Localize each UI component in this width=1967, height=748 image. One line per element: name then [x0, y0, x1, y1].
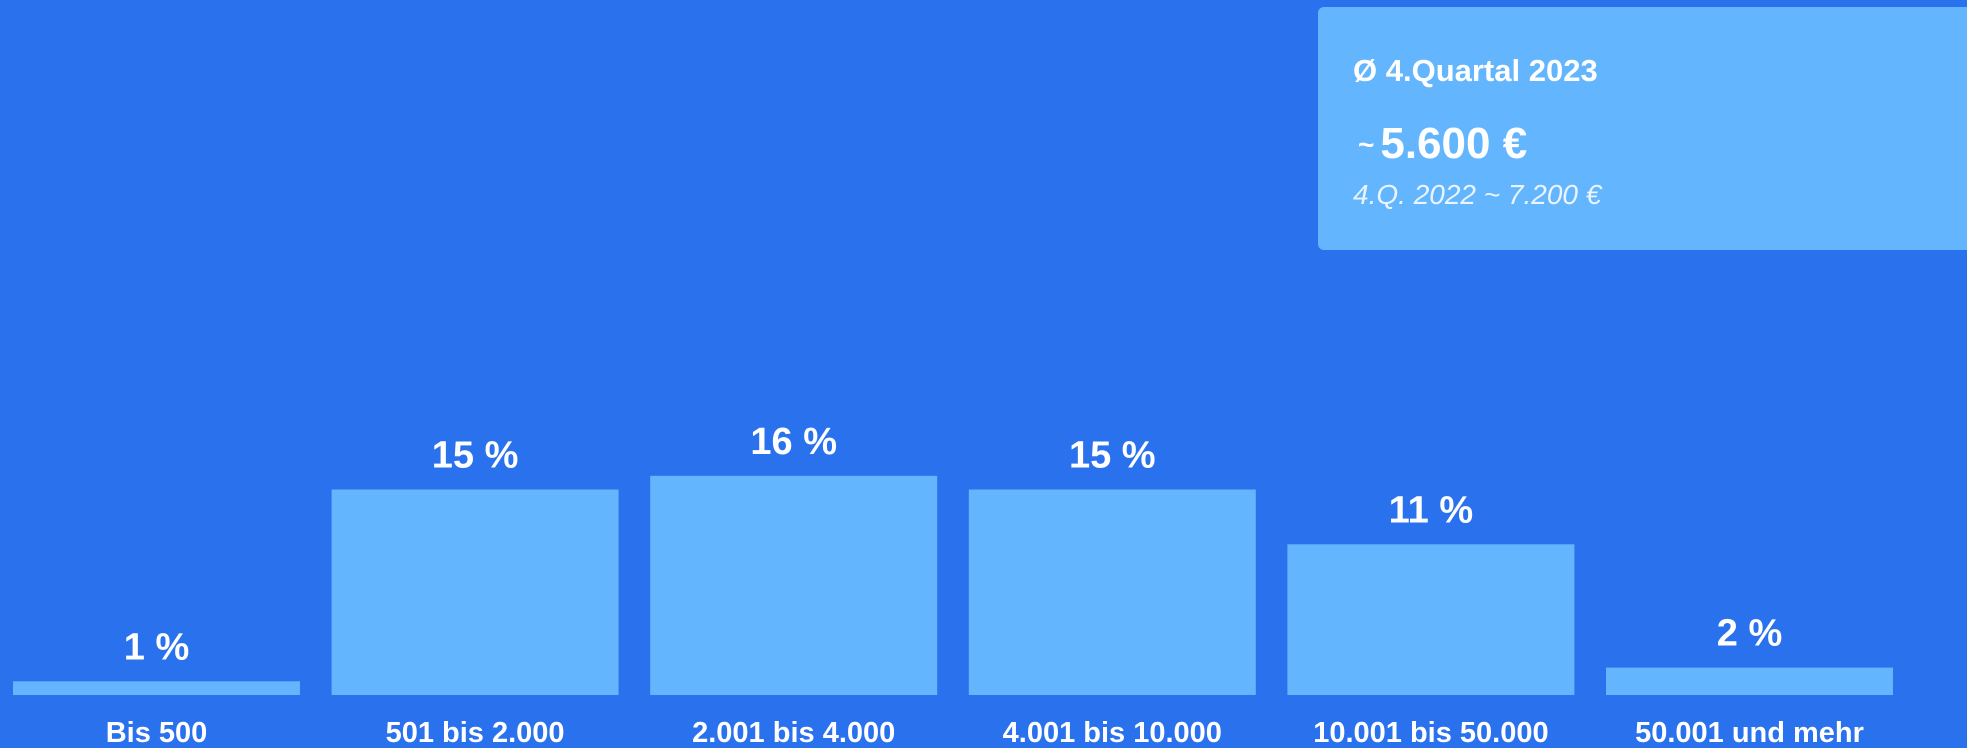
- summary-previous: 4.Q. 2022 ~ 7.200 €: [1353, 179, 1602, 210]
- category-label: 2.001 bis 4.000: [692, 717, 895, 748]
- bar: [13, 681, 300, 695]
- summary-amount: 5.600 €: [1380, 119, 1528, 168]
- bar-value-label: 16 %: [750, 421, 837, 463]
- category-label: 4.001 bis 10.000: [1003, 717, 1222, 748]
- summary-card: Ø 4.Quartal 2023 ~5.600 € 4.Q. 2022 ~ 7.…: [1318, 7, 1967, 250]
- bar: [968, 489, 1256, 695]
- bar-value-label: 11 %: [1389, 489, 1474, 531]
- bar: [1606, 667, 1893, 695]
- bar: [331, 489, 619, 695]
- bar-value-label: 1 %: [124, 626, 189, 668]
- summary-value: ~5.600 €: [1358, 119, 1527, 169]
- bar-value-label: 15 %: [1069, 435, 1156, 477]
- category-label: 50.001 und mehr: [1635, 717, 1864, 748]
- category-label: Bis 500: [106, 717, 208, 748]
- bar: [1287, 544, 1575, 695]
- category-label: 501 bis 2.000: [386, 717, 565, 748]
- bar-value-label: 15 %: [432, 435, 519, 477]
- category-label: 10.001 bis 50.000: [1313, 717, 1548, 748]
- bar: [650, 475, 938, 695]
- approx-symbol: ~: [1358, 129, 1375, 160]
- bar-value-label: 2 %: [1717, 613, 1782, 655]
- summary-title: Ø 4.Quartal 2023: [1353, 53, 1598, 88]
